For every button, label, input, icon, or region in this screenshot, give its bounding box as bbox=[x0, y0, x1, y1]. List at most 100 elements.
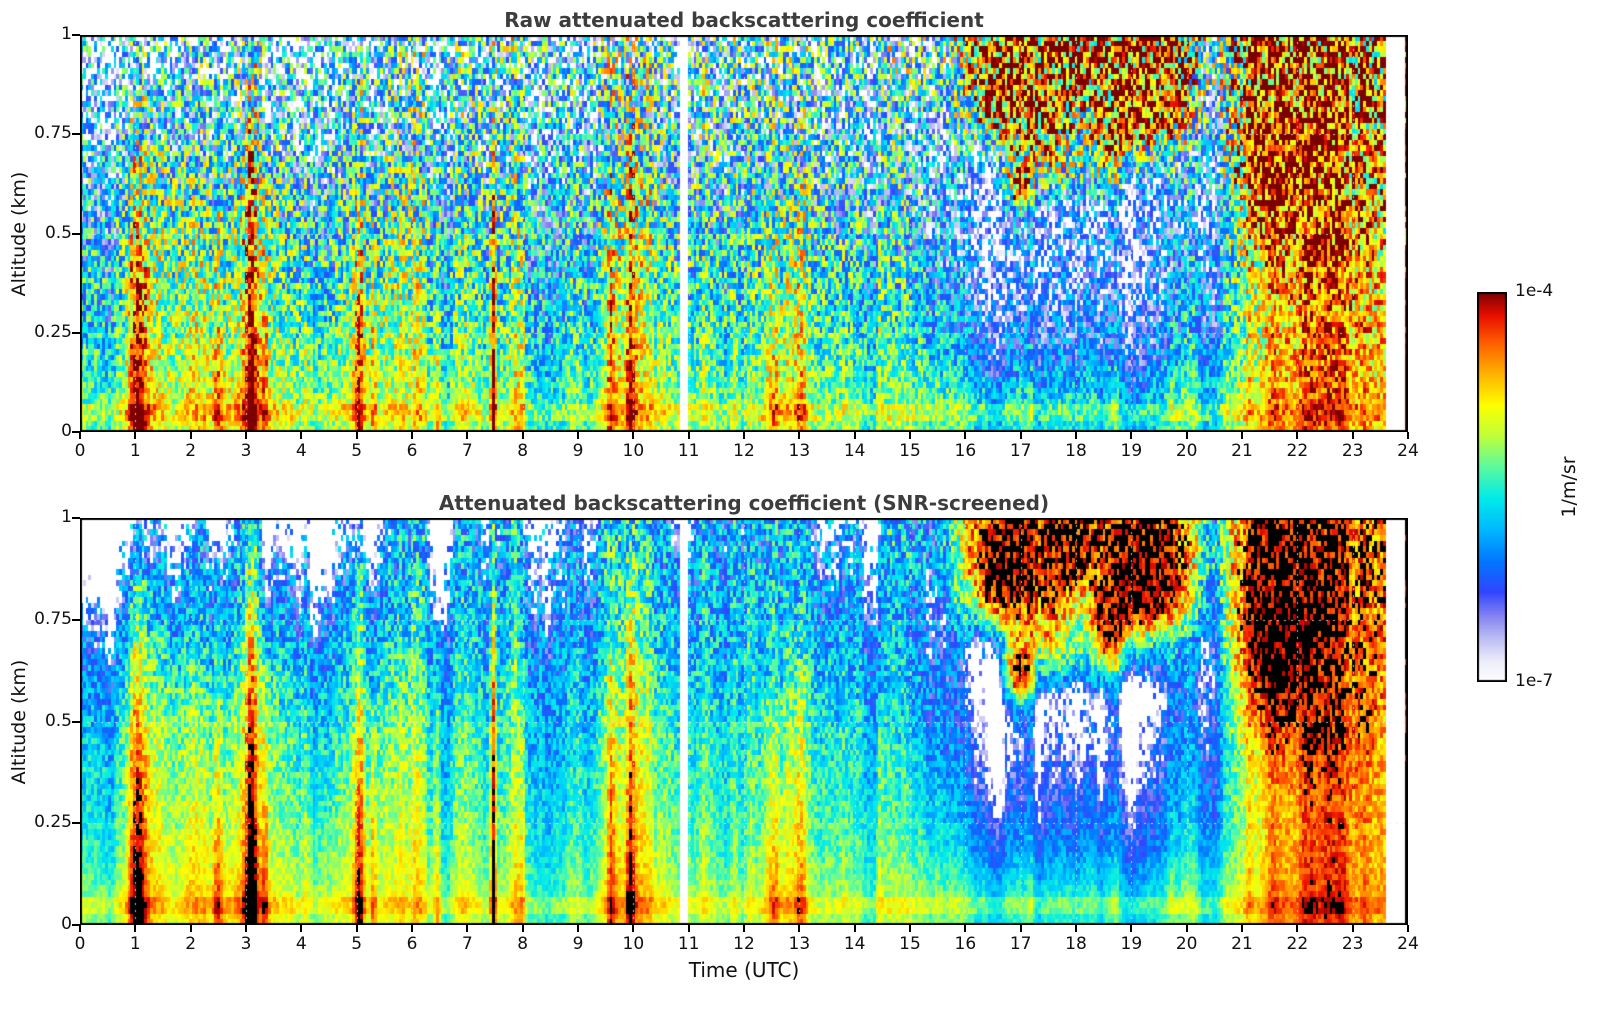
panel1-heatmap bbox=[80, 35, 1408, 432]
x-tick-label: 0 bbox=[74, 441, 86, 461]
x-tick-mark bbox=[411, 925, 413, 932]
x-tick-label: 18 bbox=[1065, 934, 1087, 954]
x-tick-label: 12 bbox=[733, 934, 755, 954]
x-tick-mark bbox=[355, 925, 358, 932]
x-tick-mark bbox=[853, 432, 856, 439]
x-tick-label: 17 bbox=[1009, 934, 1032, 954]
x-tick-label: 9 bbox=[572, 934, 584, 954]
x-tick-mark bbox=[964, 432, 967, 439]
x-tick-label: 7 bbox=[461, 934, 473, 954]
x-tick-label: 12 bbox=[733, 441, 755, 461]
x-tick-label: 23 bbox=[1341, 441, 1364, 461]
x-tick-mark bbox=[1075, 432, 1077, 439]
x-tick-label: 2 bbox=[185, 441, 197, 461]
y-tick-mark bbox=[72, 517, 80, 519]
x-tick-mark bbox=[909, 432, 911, 439]
y-tick-label: 0.5 bbox=[44, 710, 72, 731]
x-tick-mark bbox=[300, 432, 303, 439]
panel2-title: Attenuated backscattering coefficient (S… bbox=[438, 491, 1050, 515]
x-tick-mark bbox=[189, 925, 192, 932]
x-tick-label: 2 bbox=[185, 934, 197, 954]
x-tick-label: 10 bbox=[622, 441, 645, 461]
x-tick-label: 7 bbox=[461, 441, 473, 461]
x-tick-label: 6 bbox=[406, 441, 418, 461]
colorbar bbox=[1477, 292, 1507, 682]
y-tick-label: 0 bbox=[61, 421, 72, 441]
y-tick-label: 1 bbox=[61, 507, 72, 527]
x-tick-mark bbox=[1130, 432, 1133, 439]
y-tick-label: 0.25 bbox=[34, 812, 72, 833]
colorbar-unit-label: 1/m/sr bbox=[1558, 456, 1580, 518]
x-tick-mark bbox=[245, 432, 247, 439]
x-tick-label: 17 bbox=[1009, 441, 1032, 461]
x-tick-label: 19 bbox=[1120, 441, 1143, 461]
y-tick-mark bbox=[72, 431, 80, 433]
x-tick-label: 6 bbox=[406, 934, 418, 954]
x-tick-label: 20 bbox=[1175, 934, 1198, 954]
x-tick-mark bbox=[466, 925, 469, 932]
x-tick-mark bbox=[521, 432, 524, 439]
x-tick-mark bbox=[798, 432, 801, 439]
x-tick-mark bbox=[1351, 432, 1354, 439]
y-tick-mark bbox=[72, 331, 80, 334]
x-tick-label: 21 bbox=[1231, 934, 1253, 954]
x-tick-mark bbox=[1296, 925, 1299, 932]
x-tick-mark bbox=[1241, 925, 1243, 932]
x-tick-mark bbox=[632, 925, 635, 932]
x-tick-label: 5 bbox=[351, 934, 363, 954]
x-tick-label: 22 bbox=[1286, 934, 1309, 954]
x-tick-label: 8 bbox=[517, 441, 529, 461]
x-axis-label: Time (UTC) bbox=[688, 958, 800, 982]
x-tick-mark bbox=[134, 925, 137, 932]
x-tick-label: 4 bbox=[295, 934, 307, 954]
x-tick-mark bbox=[909, 925, 911, 932]
x-tick-label: 15 bbox=[899, 441, 921, 461]
x-tick-label: 19 bbox=[1120, 934, 1143, 954]
x-tick-label: 1 bbox=[129, 934, 141, 954]
y-tick-label: 0.25 bbox=[34, 321, 72, 342]
y-tick-label: 1 bbox=[61, 24, 72, 44]
y-tick-label: 0 bbox=[61, 914, 72, 934]
colorbar-max-label: 1e-4 bbox=[1515, 281, 1554, 301]
x-tick-label: 9 bbox=[572, 441, 584, 461]
x-tick-label: 3 bbox=[240, 934, 252, 954]
y-tick-mark bbox=[72, 924, 80, 926]
x-tick-mark bbox=[1241, 432, 1243, 439]
x-tick-label: 21 bbox=[1231, 441, 1253, 461]
x-tick-mark bbox=[189, 432, 192, 439]
x-tick-mark bbox=[687, 432, 690, 439]
x-tick-mark bbox=[687, 925, 690, 932]
x-tick-label: 10 bbox=[622, 934, 645, 954]
x-tick-mark bbox=[743, 432, 745, 439]
x-tick-mark bbox=[1019, 925, 1022, 932]
y-tick-mark bbox=[72, 822, 80, 825]
x-tick-label: 4 bbox=[295, 441, 307, 461]
y-tick-mark bbox=[72, 618, 80, 621]
y-tick-mark bbox=[72, 232, 80, 235]
x-tick-label: 16 bbox=[954, 441, 977, 461]
x-tick-mark bbox=[466, 432, 469, 439]
x-tick-label: 14 bbox=[843, 934, 866, 954]
colorbar-min-label: 1e-7 bbox=[1515, 671, 1554, 691]
x-tick-label: 14 bbox=[843, 441, 866, 461]
x-tick-mark bbox=[1019, 432, 1022, 439]
x-tick-label: 24 bbox=[1397, 441, 1419, 461]
x-tick-label: 0 bbox=[74, 934, 86, 954]
x-tick-mark bbox=[1185, 925, 1188, 932]
x-tick-label: 18 bbox=[1065, 441, 1087, 461]
panel2-heatmap bbox=[80, 518, 1408, 925]
x-tick-mark bbox=[798, 925, 801, 932]
y-tick-mark bbox=[72, 133, 80, 136]
x-tick-mark bbox=[355, 432, 358, 439]
x-tick-mark bbox=[577, 432, 579, 439]
x-tick-label: 11 bbox=[677, 934, 700, 954]
x-tick-mark bbox=[1185, 432, 1188, 439]
x-tick-mark bbox=[1407, 925, 1409, 932]
x-tick-label: 20 bbox=[1175, 441, 1198, 461]
x-tick-mark bbox=[521, 925, 524, 932]
panel1-title: Raw attenuated backscattering coefficien… bbox=[504, 8, 984, 32]
x-tick-label: 23 bbox=[1341, 934, 1364, 954]
x-tick-label: 13 bbox=[788, 934, 811, 954]
x-tick-label: 13 bbox=[788, 441, 811, 461]
x-tick-mark bbox=[964, 925, 967, 932]
